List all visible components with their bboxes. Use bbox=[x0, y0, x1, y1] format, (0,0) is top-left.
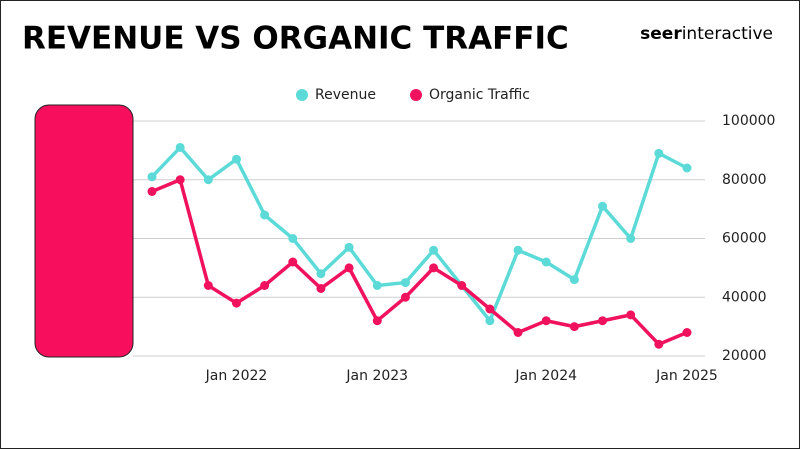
data-point bbox=[485, 316, 495, 326]
data-point bbox=[344, 242, 354, 252]
data-point bbox=[372, 316, 382, 326]
x-tick-label: Jan 2024 bbox=[514, 368, 577, 384]
logo: seerinteractive bbox=[640, 24, 773, 44]
data-point bbox=[569, 275, 579, 285]
logo-regular: interactive bbox=[682, 24, 773, 44]
data-point bbox=[457, 281, 467, 290]
data-point bbox=[485, 304, 495, 314]
data-point bbox=[175, 142, 185, 152]
lines bbox=[147, 142, 692, 349]
data-point bbox=[147, 172, 157, 182]
cover-block bbox=[34, 104, 134, 358]
y-tick-label: 60000 bbox=[722, 231, 767, 247]
y-tick-label: 80000 bbox=[722, 172, 767, 188]
data-point bbox=[316, 283, 326, 293]
data-point bbox=[429, 245, 439, 255]
data-point bbox=[598, 316, 608, 326]
data-point bbox=[175, 175, 185, 185]
logo-bold: seer bbox=[640, 24, 682, 44]
series-line bbox=[150, 145, 688, 323]
x-tick-label: Jan 2022 bbox=[205, 368, 268, 384]
data-point bbox=[260, 210, 270, 220]
data-point bbox=[654, 148, 664, 158]
data-point bbox=[400, 278, 410, 288]
data-point bbox=[598, 201, 608, 211]
x-tick-label: Jan 2025 bbox=[655, 368, 718, 384]
data-point bbox=[682, 328, 692, 337]
data-point bbox=[203, 281, 213, 290]
legend-swatch bbox=[410, 89, 422, 101]
data-point bbox=[231, 298, 241, 308]
legend-label: Revenue bbox=[315, 87, 376, 103]
data-point bbox=[626, 310, 636, 320]
data-point bbox=[513, 328, 523, 337]
legend-label: Organic Traffic bbox=[429, 87, 530, 103]
data-point bbox=[288, 257, 298, 267]
data-point bbox=[513, 245, 523, 255]
data-point bbox=[541, 257, 551, 267]
data-point bbox=[541, 316, 551, 326]
data-point bbox=[429, 263, 439, 273]
data-point bbox=[400, 292, 410, 302]
data-point bbox=[147, 187, 157, 196]
data-point bbox=[231, 154, 241, 164]
chart-title: REVENUE VS ORGANIC TRAFFIC bbox=[22, 21, 569, 57]
data-point bbox=[260, 281, 270, 290]
series-line bbox=[151, 178, 688, 346]
data-point bbox=[316, 269, 326, 279]
legend-swatch bbox=[296, 89, 308, 101]
y-tick-label: 20000 bbox=[722, 348, 767, 364]
data-point bbox=[288, 234, 298, 243]
data-point bbox=[682, 163, 692, 173]
data-point bbox=[203, 175, 213, 185]
data-point bbox=[569, 322, 579, 332]
y-tick-label: 40000 bbox=[722, 289, 767, 305]
data-point bbox=[626, 234, 636, 243]
data-point bbox=[344, 263, 354, 273]
x-tick-label: Jan 2023 bbox=[345, 368, 408, 384]
data-point bbox=[372, 281, 382, 290]
data-point bbox=[654, 339, 664, 349]
y-tick-label: 100000 bbox=[722, 113, 775, 129]
